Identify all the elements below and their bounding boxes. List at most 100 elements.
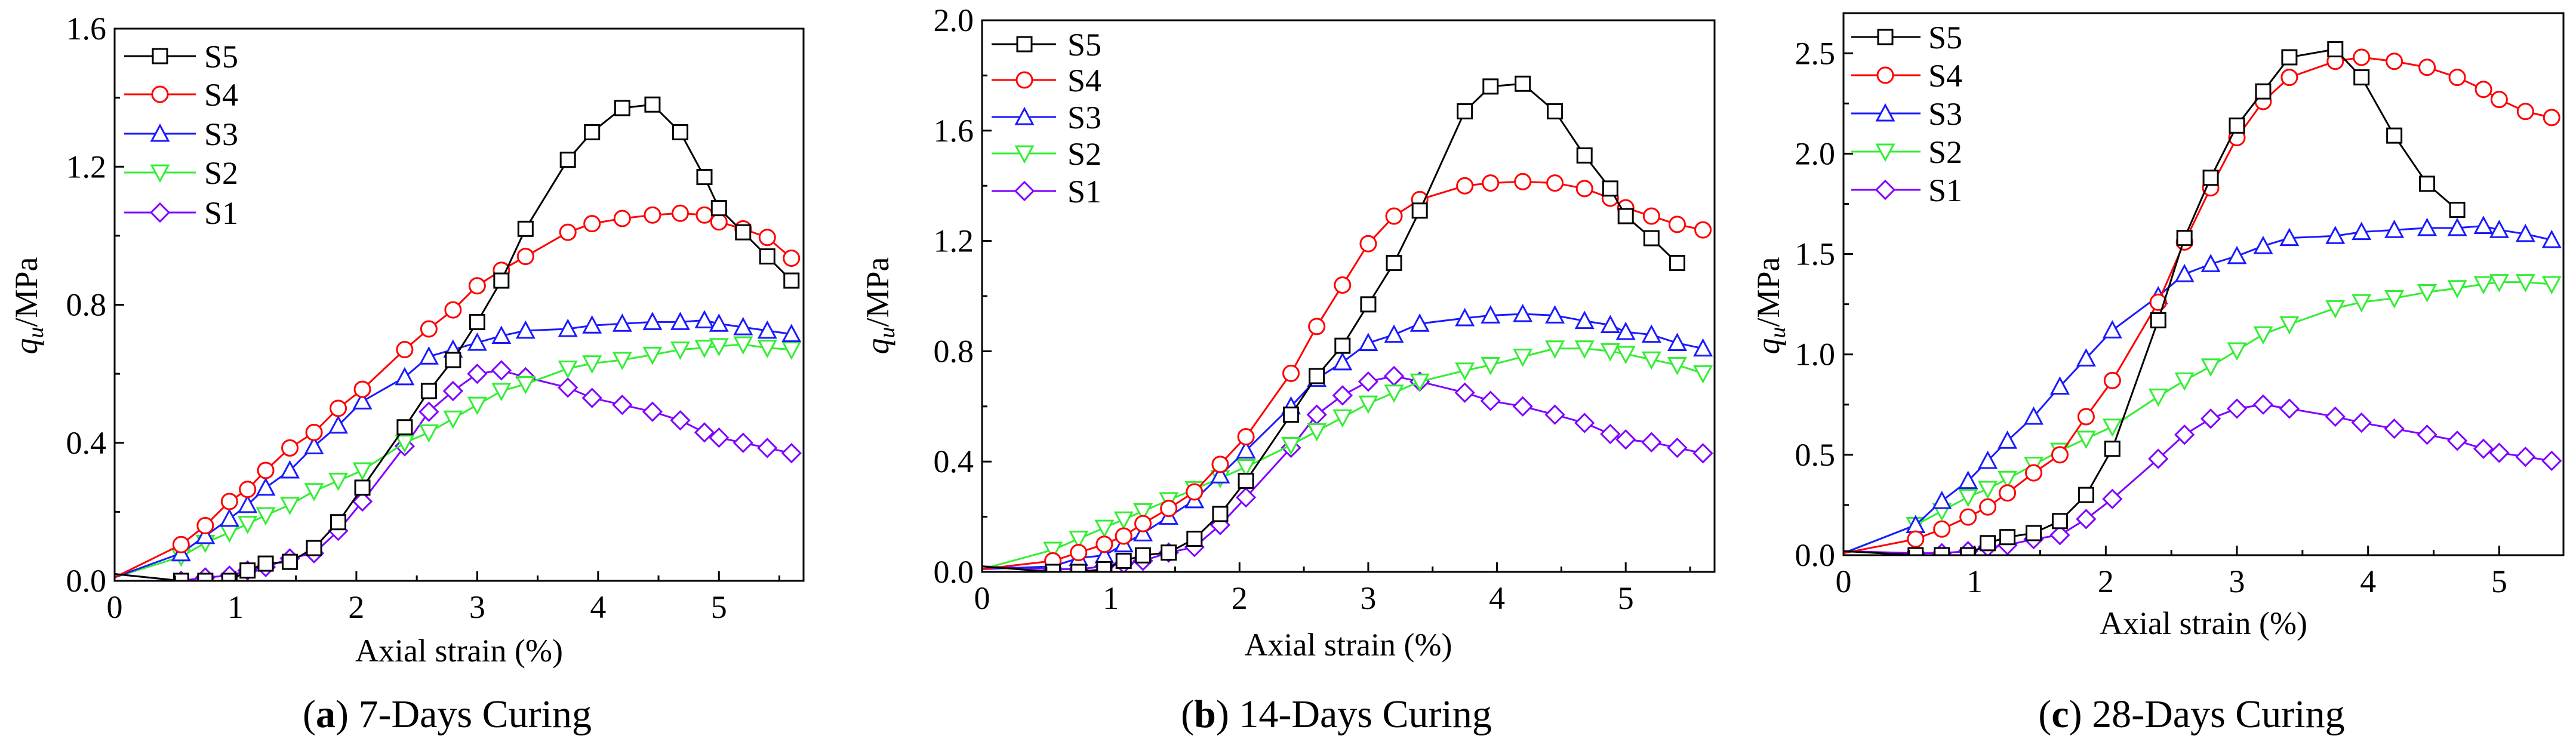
- data-point-S3: [670, 312, 691, 330]
- data-point-S4: [1385, 207, 1403, 225]
- data-point-S3: [733, 316, 753, 335]
- data-point-S2: [694, 340, 715, 358]
- data-point-S5: [2449, 202, 2466, 218]
- series-line-S1: [115, 369, 792, 581]
- data-point-S1: [352, 491, 373, 512]
- data-point-S2: [2447, 280, 2467, 298]
- y-axis-subscript: u: [875, 327, 900, 338]
- data-point-S3: [2473, 216, 2494, 234]
- data-point-S3: [1409, 313, 1430, 332]
- legend-marker-circle-icon: [1015, 71, 1033, 89]
- data-point-S3: [612, 313, 632, 332]
- data-point-S1: [1512, 396, 1533, 417]
- data-point-S2: [1069, 531, 1089, 549]
- data-point-S5: [2104, 441, 2120, 457]
- data-point-S5: [2078, 487, 2094, 503]
- legend-marker-circle-icon: [1876, 66, 1894, 84]
- data-point-S4: [1134, 515, 1152, 532]
- series-S4: [982, 173, 1712, 570]
- data-point-S2: [1384, 384, 1404, 403]
- data-point-S3: [2200, 254, 2221, 272]
- data-point-S1: [2351, 412, 2372, 433]
- data-point-S1: [1615, 429, 1636, 450]
- series-S2: [1843, 274, 2562, 555]
- y-tick-label: 2.0: [1795, 136, 1836, 171]
- data-point-S4: [2418, 59, 2436, 76]
- data-point-S3: [2174, 264, 2195, 282]
- data-point-S5: [1411, 202, 1428, 219]
- data-point-S3: [1384, 324, 1404, 343]
- data-point-S4: [1359, 235, 1377, 253]
- data-point-S5: [354, 479, 371, 496]
- data-point-S2: [1307, 423, 1327, 442]
- data-point-S2: [1545, 340, 1565, 359]
- data-point-S1: [694, 422, 715, 443]
- data-point-S2: [304, 483, 324, 501]
- data-point-S1: [2515, 447, 2536, 467]
- data-point-S3: [1358, 333, 1378, 352]
- data-point-S3: [467, 332, 487, 351]
- data-point-S2: [2515, 274, 2535, 293]
- plot-area: [982, 75, 1713, 572]
- data-point-S4: [353, 380, 371, 398]
- data-point-S4: [330, 399, 347, 417]
- data-point-S4: [1186, 483, 1204, 501]
- data-point-S1: [1383, 365, 1405, 387]
- x-axis-title: Axial strain (%): [1245, 627, 1452, 663]
- data-point-S1: [581, 387, 602, 408]
- data-point-S4: [468, 277, 486, 295]
- legend-marker-circle-icon: [151, 85, 169, 103]
- data-point-S4: [172, 535, 190, 553]
- series-line-S2: [982, 347, 1704, 570]
- series-S4: [1843, 48, 2560, 555]
- data-point-S2: [2279, 316, 2300, 335]
- x-tick-label: 5: [1618, 580, 1634, 616]
- data-point-S5: [517, 220, 534, 237]
- data-point-S3: [2447, 217, 2467, 236]
- data-point-S4: [2353, 48, 2371, 66]
- caption-paren-close: ): [336, 692, 358, 736]
- chart-panel-a: 0 1 2 3 4 5 0.0 0.4 0.8 1.2 1.6 Axial strain (%) qu/…: [8, 11, 805, 736]
- data-point-S2: [558, 360, 578, 379]
- data-point-S1: [2102, 488, 2123, 509]
- series-line-S2: [115, 343, 792, 578]
- data-point-S1: [1332, 385, 1353, 406]
- data-point-S4: [2025, 464, 2043, 482]
- data-point-S3: [1932, 491, 1952, 509]
- data-point-S5: [559, 152, 576, 168]
- series-S1: [982, 365, 1713, 572]
- y-tick-label: 0.0: [66, 563, 107, 599]
- data-point-S5: [330, 514, 347, 531]
- data-point-S3: [1481, 305, 1501, 324]
- y-tick-label: 0.0: [1795, 537, 1836, 573]
- data-point-S4: [2280, 69, 2298, 87]
- data-point-S3: [2076, 348, 2096, 367]
- data-point-S3: [2024, 406, 2044, 425]
- legend-item-S2: S2: [1851, 134, 1962, 170]
- caption-paren-open: (: [2038, 692, 2051, 736]
- data-point-S3: [757, 320, 777, 339]
- legend-label: S1: [1067, 174, 1101, 210]
- data-point-S3: [1455, 307, 1475, 327]
- caption-paren-close: ): [2069, 692, 2092, 736]
- data-point-S3: [2325, 226, 2346, 244]
- data-point-S3: [2541, 229, 2562, 248]
- data-point-S5: [735, 224, 752, 241]
- legend-label: S5: [204, 39, 238, 75]
- data-point-S3: [515, 320, 535, 339]
- series-S1: [115, 360, 802, 581]
- legend-label: S4: [204, 77, 238, 113]
- data-point-S2: [1332, 409, 1353, 428]
- data-point-S2: [670, 341, 691, 360]
- data-point-S5: [1907, 547, 1924, 555]
- legend-item-S5: S5: [1851, 20, 1962, 56]
- y-tick-label: 0.0: [934, 554, 974, 590]
- legend-item-S1: S1: [1851, 173, 1962, 208]
- y-tick-label: 1.6: [934, 113, 974, 149]
- data-point-S4: [1575, 180, 1593, 198]
- data-point-S4: [1933, 520, 1951, 538]
- data-point-S4: [1642, 207, 1660, 225]
- data-point-S4: [1694, 221, 1712, 239]
